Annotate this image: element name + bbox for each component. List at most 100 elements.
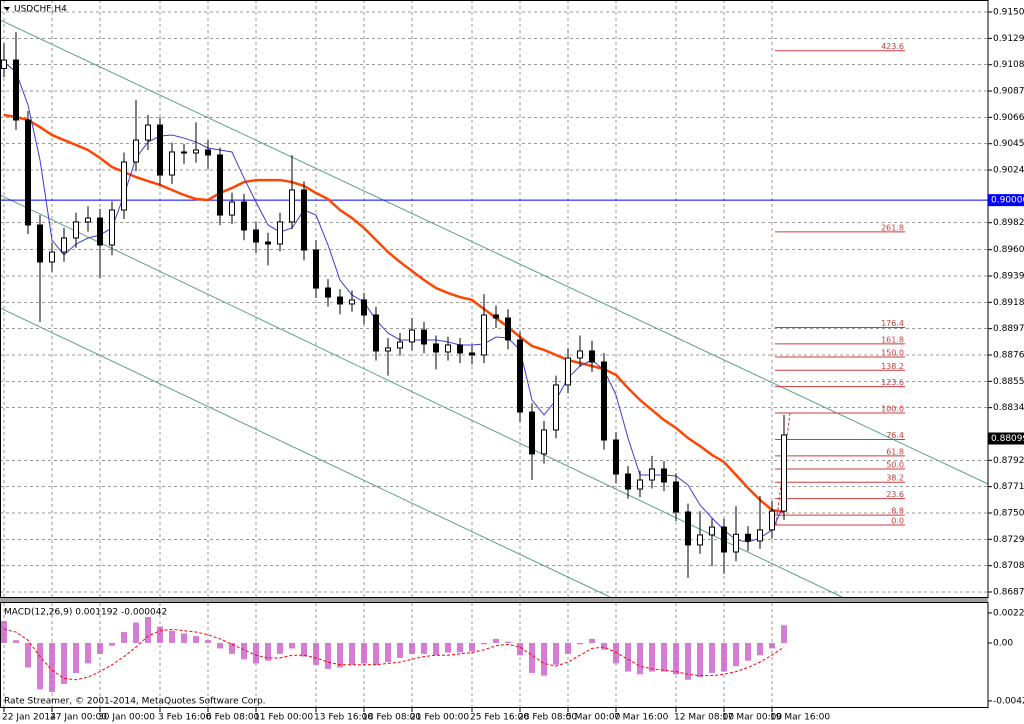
macd-bar — [469, 642, 475, 652]
title-arrow — [4, 7, 10, 11]
fib-level-label: 123.6 — [881, 378, 904, 387]
macd-bar — [649, 642, 655, 672]
macd-bar — [745, 642, 751, 661]
candle-body — [145, 124, 151, 141]
grid-layer — [0, 0, 988, 708]
macd-bar — [625, 642, 631, 672]
x-tick-label: 25 Feb 16:00 — [470, 713, 529, 723]
candle-body — [709, 526, 715, 536]
candle-body — [757, 529, 763, 542]
fib-level-label: 38.2 — [886, 474, 904, 483]
x-tick-label: 12 Mar 08:00 — [674, 713, 734, 723]
candle-body — [781, 434, 787, 512]
macd-frame — [0, 602, 989, 708]
macd-bar — [457, 642, 463, 653]
macd-bar — [757, 642, 763, 656]
macd-bar — [709, 642, 715, 673]
x-tick-label: 19 Mar 16:00 — [770, 713, 830, 723]
macd-bar — [577, 642, 583, 645]
macd-bar — [37, 642, 43, 690]
y-tick-label: 0.86875 — [993, 587, 1024, 597]
y-tick-label: 0.87925 — [993, 456, 1024, 466]
x-tick-label: 27 Jan 00:00 — [50, 713, 107, 723]
macd-bar — [157, 626, 163, 643]
fib-level-label: 76.4 — [886, 431, 904, 440]
fib-level-label: 161.8 — [881, 335, 904, 344]
candle-body — [745, 533, 751, 542]
candle-body — [577, 350, 583, 359]
macd-bar — [361, 642, 367, 664]
candle-body — [589, 350, 595, 363]
macd-bar — [49, 642, 55, 693]
macd-bar — [769, 642, 775, 649]
candle-body — [721, 526, 727, 553]
candle-body — [445, 344, 451, 353]
macd-bar — [553, 642, 559, 665]
fib-level-label: 423.6 — [881, 42, 904, 51]
candle-body — [1, 59, 7, 69]
candle-body — [169, 151, 175, 176]
macd-bar — [541, 642, 547, 676]
candle-body — [685, 511, 691, 546]
macd-bar — [409, 642, 415, 654]
candle-body — [289, 189, 295, 223]
y-tick-label: 0.87505 — [993, 508, 1024, 518]
macd-bar — [601, 642, 607, 650]
candle-body — [193, 149, 199, 154]
x-tick-label: 22 Jan 2014 — [2, 713, 56, 723]
candle-body — [565, 357, 571, 386]
macd-bar — [85, 642, 91, 664]
x-tick-label: 11 Feb 00:00 — [254, 713, 313, 723]
macd-bar — [13, 640, 19, 643]
x-tick-label: 3 Feb 16:00 — [158, 713, 212, 723]
macd-bar — [445, 642, 451, 653]
candle-body — [733, 533, 739, 553]
footer: Rate Streamer, © 2001-2014, MetaQuotes S… — [4, 697, 266, 707]
candle-body — [457, 344, 463, 354]
x-tick-label: 18 Feb 08:00 — [362, 713, 421, 723]
x-tick-label: 13 Feb 16:00 — [314, 713, 373, 723]
macd-bar — [325, 642, 331, 669]
candle-body — [25, 119, 31, 226]
channel-line — [0, 307, 611, 598]
macd-bar — [349, 642, 355, 665]
y-tick-label: 0.89395 — [993, 271, 1024, 281]
macd-bar — [121, 632, 127, 643]
candle-body — [397, 341, 403, 349]
fib-level-label: 100.0 — [881, 405, 904, 414]
macd-bar — [253, 642, 259, 664]
macd-signal — [3, 628, 785, 681]
macd-bar — [289, 642, 295, 649]
candle-body — [625, 473, 631, 490]
y-tick-label: 0.88765 — [993, 350, 1024, 360]
macd-bar — [661, 642, 667, 672]
macd-bar — [685, 642, 691, 680]
macd-bar — [241, 642, 247, 660]
macd-bar — [733, 642, 739, 667]
fib-level-label: 23.6 — [886, 490, 904, 499]
macd-bar — [229, 642, 235, 654]
candle-body — [649, 468, 655, 481]
x-tick-label: 17 Mar 00:00 — [722, 713, 782, 723]
channel-line — [0, 19, 989, 485]
chart-title: USDCHF,H4 — [14, 5, 67, 15]
candle-body — [97, 217, 103, 246]
price-layer: 423.6 261.8 176.4 161.8 150.0 138.2 123.6 100.0… — [0, 32, 988, 578]
candle-body — [673, 481, 679, 513]
macd-bar — [313, 642, 319, 665]
fib-level-label: 138.2 — [881, 362, 904, 371]
y-tick-label: 0.87295 — [993, 535, 1024, 545]
candle-body — [181, 151, 187, 154]
candle-body — [433, 343, 439, 353]
candle-body — [337, 296, 343, 305]
candle-body — [133, 139, 139, 163]
candle-body — [301, 189, 307, 251]
